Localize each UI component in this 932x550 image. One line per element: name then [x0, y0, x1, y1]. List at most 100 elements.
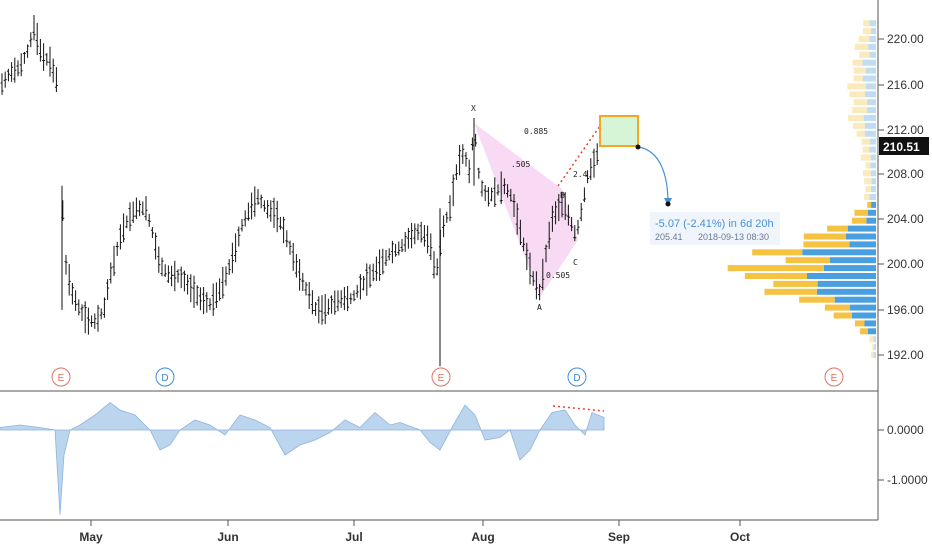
price-bar [531, 271, 535, 286]
price-bar [454, 164, 458, 181]
volume-profile-bar [863, 20, 870, 27]
price-bar [90, 315, 94, 327]
volume-profile-bar [866, 217, 876, 224]
price-bar [458, 144, 462, 176]
price-bar [288, 240, 292, 255]
earnings-marker-label: E [58, 373, 65, 384]
price-bar [227, 259, 231, 275]
price-tick: 200.00 [878, 257, 924, 271]
volume-profile-bar [859, 51, 870, 58]
volume-profile-bar [873, 336, 876, 343]
volume-profile-bar [764, 288, 817, 295]
volume-profile-bar [867, 209, 876, 216]
price-bar [230, 242, 234, 274]
price-bar [51, 58, 55, 83]
svg-text:220.00: 220.00 [887, 32, 924, 46]
volume-profile-bar [862, 146, 870, 153]
volume-profile-bar [854, 209, 868, 216]
dividend-marker[interactable]: D [155, 367, 175, 387]
price-bar [115, 241, 119, 257]
price-bar [29, 32, 33, 48]
price-bar [243, 210, 247, 227]
oscillator-axis[interactable]: 0.0000 -1.0000 [878, 423, 928, 487]
price-bar [144, 196, 148, 221]
volume-profile-bar [862, 170, 871, 177]
price-bar [202, 287, 206, 315]
price-bar [86, 307, 90, 335]
svg-text:204.00: 204.00 [887, 212, 924, 226]
volume-profile-bar [874, 344, 876, 351]
volume-profile-bar [862, 75, 876, 82]
volume-profile-bar [855, 320, 865, 327]
price-bar [106, 279, 110, 300]
price-bar [368, 264, 372, 288]
price-bar [378, 249, 382, 281]
earnings-marker[interactable]: E [431, 367, 451, 387]
price-axis[interactable]: 220.00 216.00 212.00 208.00 204.00 200.0… [878, 32, 929, 362]
volume-profile-bar [865, 162, 871, 169]
volume-profile-bar [853, 99, 868, 106]
price-bar [528, 252, 532, 285]
price-bar [394, 243, 398, 257]
price-bar [493, 177, 497, 208]
volume-profile-bar [864, 91, 876, 98]
price-bar [400, 238, 404, 253]
price-tick: 220.00 [878, 32, 924, 46]
volume-profile-bar [869, 194, 876, 200]
price-bar [259, 194, 263, 209]
volume-profile-bar [806, 273, 876, 279]
price-bar [10, 62, 14, 82]
earnings-marker[interactable]: E [824, 367, 844, 387]
price-bar [150, 227, 154, 239]
price-bar [3, 71, 7, 88]
price-bar [224, 266, 228, 286]
price-bar [448, 195, 452, 222]
price-bar [221, 266, 225, 299]
volume-profile-bar [824, 304, 850, 311]
price-bar [413, 223, 417, 245]
volume-profile-bar [870, 186, 876, 193]
price-bar [141, 201, 145, 216]
price-bar [166, 265, 170, 283]
volume-profile-bar [852, 122, 865, 129]
price-bar [218, 278, 222, 301]
svg-text:192.00: 192.00 [887, 348, 924, 362]
dividend-marker[interactable]: D [567, 367, 587, 387]
price-bar [64, 254, 68, 275]
price-bar [515, 203, 519, 235]
volume-profile-bar [872, 344, 875, 351]
svg-text:Jul: Jul [345, 530, 362, 544]
price-tick: 216.00 [878, 78, 924, 92]
volume-profile-bar [869, 51, 876, 58]
pattern-label-x: X [471, 104, 476, 113]
pattern-ratio-xd: 0.885 [524, 127, 548, 136]
price-bar [358, 274, 362, 300]
oscillator-tick: 0.0000 [878, 423, 924, 437]
oscillator-area [0, 401, 605, 516]
price-bar [83, 301, 87, 334]
price-bar [416, 223, 420, 241]
price-bar [176, 269, 180, 283]
volume-profile-bar [862, 59, 876, 66]
price-bar [109, 262, 113, 284]
price-bar [589, 158, 593, 181]
volume-profile-bar [860, 154, 871, 161]
price-bar [445, 211, 449, 223]
projection-start-dot [635, 144, 641, 150]
time-axis[interactable]: May Jun Jul Aug Sep Oct [79, 520, 750, 544]
price-bar [339, 290, 343, 308]
oscillator-dotted-line [552, 405, 605, 412]
volume-profile-bar [860, 328, 868, 335]
price-bar [246, 202, 250, 221]
oscillator-pane[interactable] [0, 401, 605, 516]
volume-profile-bar [870, 162, 876, 169]
earnings-marker[interactable]: E [51, 367, 71, 387]
price-bar [570, 217, 574, 232]
projection-change: -5.07 (-2.41%) in 6d 20h [655, 218, 774, 230]
volume-profile-bar [773, 280, 818, 287]
target-box[interactable] [599, 115, 639, 147]
price-bar [586, 170, 590, 184]
price-bar [390, 240, 394, 264]
volume-profile-bar [858, 36, 870, 42]
